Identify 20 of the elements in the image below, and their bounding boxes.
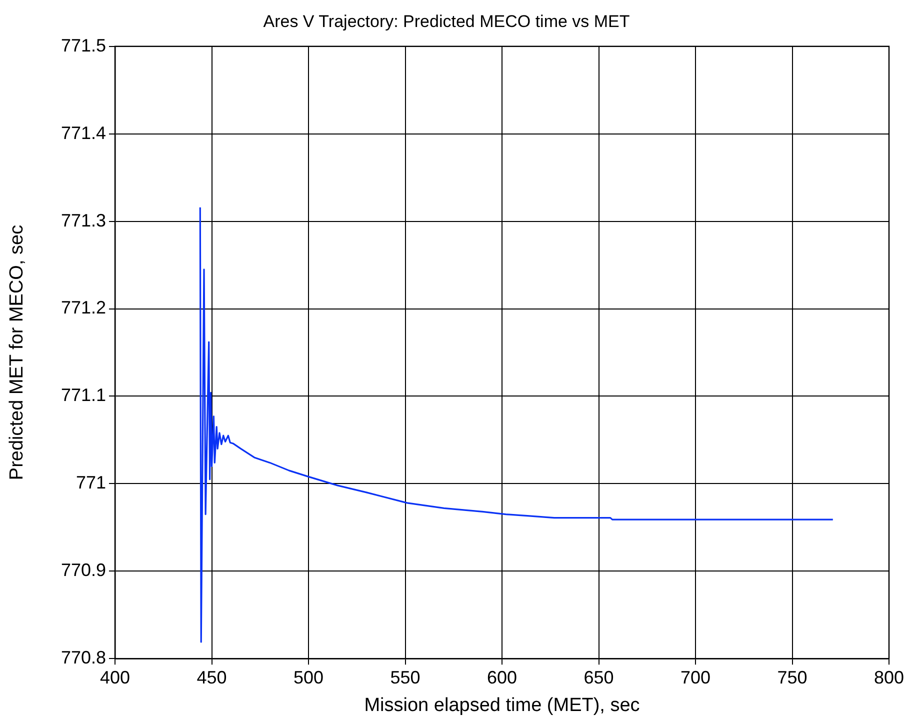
- x-tick-label: 550: [390, 667, 420, 688]
- x-tick-label: 750: [777, 667, 808, 688]
- chart-title: Ares V Trajectory: Predicted MECO time vs MET: [263, 12, 630, 31]
- y-tick-label: 771.4: [60, 122, 106, 143]
- y-tick-label: 770.8: [60, 648, 106, 668]
- y-tick-label: 771.3: [60, 210, 106, 230]
- y-axis-title: Predicted MET for MECO, sec: [6, 224, 28, 480]
- x-tick-label: 450: [196, 667, 227, 688]
- x-tick-label: 800: [874, 667, 904, 688]
- y-tick-label: 771.1: [60, 385, 106, 406]
- y-tick-label: 771.2: [60, 298, 106, 318]
- x-tick-label: 700: [680, 667, 711, 688]
- x-tick-label: 600: [486, 667, 518, 688]
- y-tick-label: 771: [76, 472, 106, 493]
- y-tick-label: 770.9: [60, 560, 106, 580]
- x-tick-label: 400: [100, 667, 130, 688]
- x-axis-title: Mission elapsed time (MET), sec: [364, 694, 640, 716]
- x-tick-label: 500: [293, 667, 324, 688]
- x-tick-label: 650: [584, 667, 614, 688]
- y-tick-label: 771.5: [60, 35, 106, 56]
